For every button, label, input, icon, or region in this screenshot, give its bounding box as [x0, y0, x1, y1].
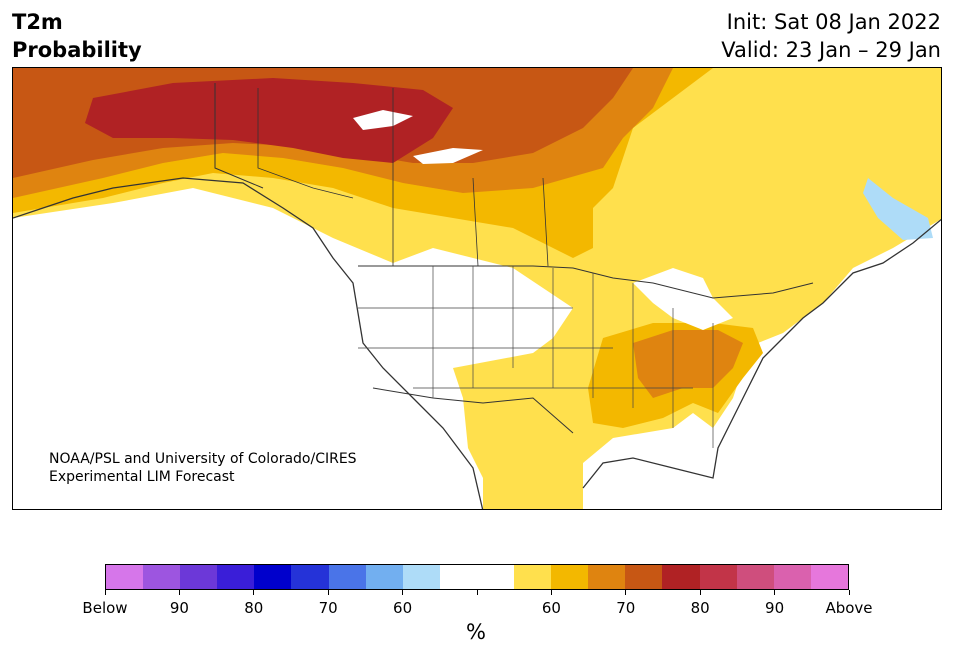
us-canada-border	[358, 265, 814, 299]
credit-text: NOAA/PSL and University of Colorado/CIRE…	[49, 450, 357, 486]
colorbar-tick-label: Above	[825, 599, 873, 617]
colorbar	[105, 564, 849, 590]
colorbar-tick-mark	[402, 590, 404, 595]
coastline-east	[582, 218, 941, 489]
us-states	[358, 266, 714, 448]
prob-low-zone-labrador	[863, 178, 933, 240]
colorbar-tick-mark	[550, 590, 552, 595]
probability-map	[12, 67, 942, 510]
map-canvas	[13, 68, 941, 509]
colorbar-segment	[254, 565, 292, 589]
colorbar-tick-mark	[104, 590, 106, 595]
colorbar-tick-mark	[848, 590, 850, 595]
prob-80-zone-southeast	[633, 330, 743, 398]
colorbar-segment	[291, 565, 329, 589]
colorbar-tick-mark	[625, 590, 627, 595]
colorbar-segment	[810, 565, 848, 589]
colorbar-tick-label: 60	[393, 599, 413, 617]
colorbar-segment	[773, 565, 811, 589]
colorbar-tick-label: 70	[318, 599, 338, 617]
colorbar-tick-label: 60	[541, 599, 561, 617]
prob-90-zone	[85, 78, 453, 163]
colorbar-segment	[402, 565, 440, 589]
variable-label: T2m	[12, 10, 63, 34]
colorbar-tick-label: 70	[616, 599, 636, 617]
colorbar-segment	[217, 565, 255, 589]
init-date: Init: Sat 08 Jan 2022	[726, 10, 941, 34]
colorbar-tick-label: 80	[690, 599, 710, 617]
colorbar-segment	[365, 565, 403, 589]
valid-date: Valid: 23 Jan – 29 Jan	[721, 38, 941, 62]
colorbar-segment	[625, 565, 663, 589]
coastline-west	[13, 177, 484, 509]
colorbar-tick-label: Below	[82, 599, 128, 617]
colorbar-tick-label: 90	[765, 599, 785, 617]
colorbar-tick-mark	[253, 590, 255, 595]
colorbar-segment	[180, 565, 218, 589]
canada-provinces	[257, 88, 549, 267]
date-block: Init: Sat 08 Jan 2022 Valid: 23 Jan – 29…	[721, 8, 941, 64]
credit-line-2: Experimental LIM Forecast	[49, 469, 235, 485]
colorbar-segment	[588, 565, 626, 589]
colorbar-segment	[662, 565, 700, 589]
colorbar-tick-label: 90	[169, 599, 189, 617]
colorbar-tick-mark	[327, 590, 329, 595]
colorbar-segment	[551, 565, 589, 589]
colorbar-segment	[699, 565, 737, 589]
colorbar-unit: %	[466, 620, 486, 644]
colorbar-segment	[736, 565, 774, 589]
colorbar-segment	[476, 565, 515, 589]
colorbar-segment	[328, 565, 366, 589]
colorbar-tick-mark	[774, 590, 776, 595]
colorbar-tick-label: 80	[244, 599, 264, 617]
colorbar-segment	[514, 565, 552, 589]
great-slave-lake	[413, 148, 483, 164]
us-mexico-border	[372, 387, 574, 434]
colorbar-tick-mark	[476, 590, 478, 595]
colorbar-tick-mark	[178, 590, 180, 595]
alaska-border	[214, 83, 264, 189]
colorbar-segment	[143, 565, 181, 589]
credit-line-1: NOAA/PSL and University of Colorado/CIRE…	[49, 451, 357, 467]
colorbar-segment	[106, 565, 144, 589]
colorbar-ticks: Below 90 80 70 60 60 70 80 90 Above	[82, 590, 873, 617]
product-label: Probability	[12, 38, 142, 62]
colorbar-tick-mark	[699, 590, 701, 595]
great-lakes	[633, 268, 733, 330]
title-block: T2m Probability	[12, 8, 142, 64]
great-bear-lake	[353, 110, 413, 130]
colorbar-segment	[439, 565, 477, 589]
